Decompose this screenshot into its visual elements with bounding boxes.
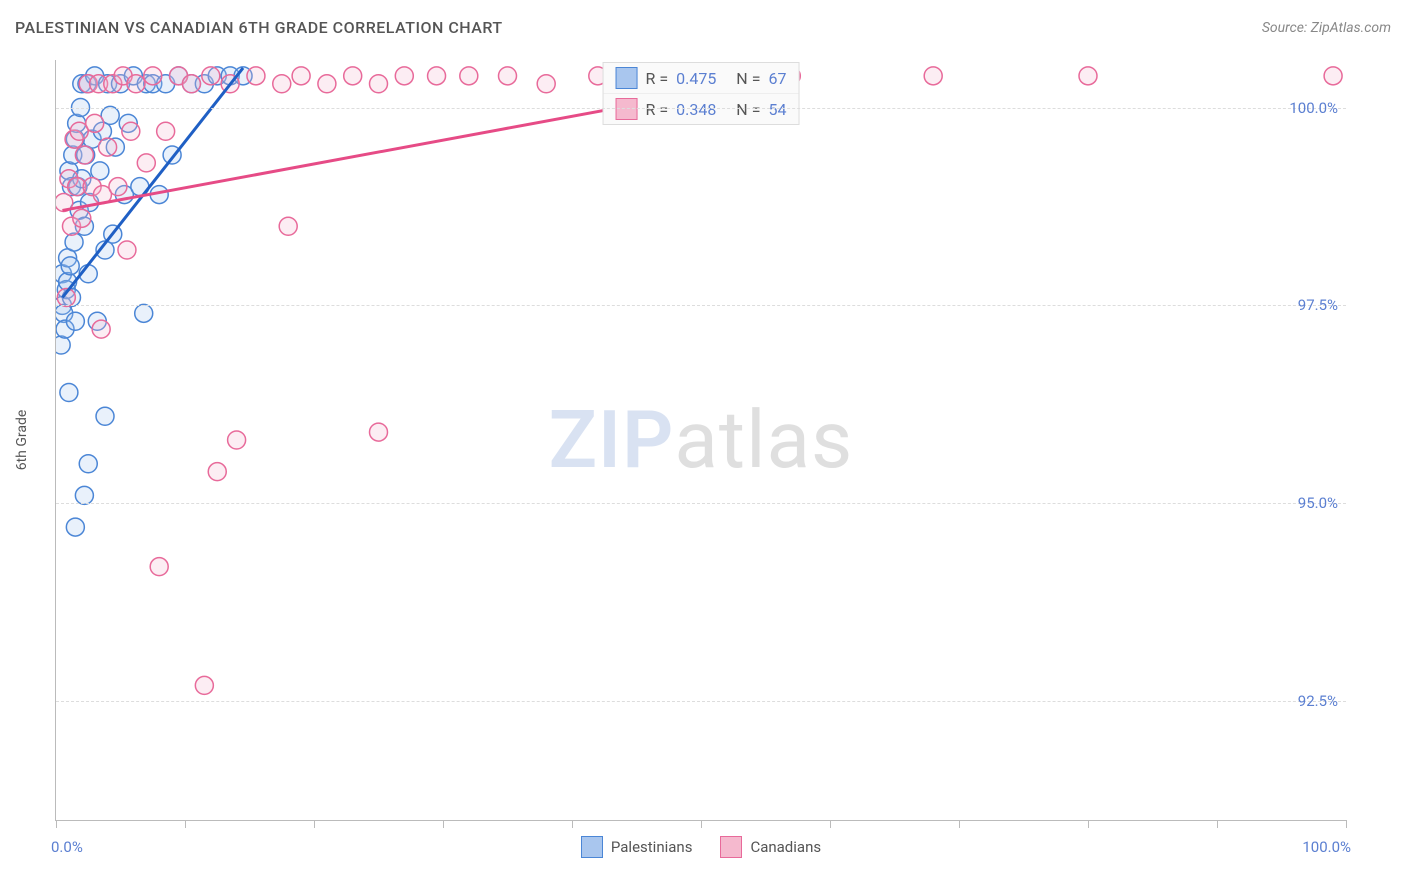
x-tick	[314, 820, 315, 828]
stats-row-palestinians: R = 0.475 N = 67	[604, 63, 799, 93]
scatter-point	[150, 558, 168, 576]
scatter-point	[157, 122, 175, 140]
grid-line	[56, 503, 1346, 504]
stats-box: R = 0.475 N = 67 R = 0.348 N = 54	[603, 62, 800, 125]
scatter-point	[135, 304, 153, 322]
scatter-point	[73, 209, 91, 227]
stats-N-value: 54	[768, 100, 786, 119]
scatter-svg	[56, 60, 1346, 820]
scatter-point	[195, 676, 213, 694]
scatter-point	[537, 75, 555, 93]
x-tick	[701, 820, 702, 828]
scatter-point	[228, 431, 246, 449]
scatter-point	[75, 146, 93, 164]
grid-line	[56, 305, 1346, 306]
legend-item-canadians: Canadians	[720, 836, 821, 858]
stats-row-canadians: R = 0.348 N = 54	[604, 93, 799, 124]
x-tick	[1088, 820, 1089, 828]
stats-R-value: 0.475	[676, 69, 716, 88]
y-tick-label: 100.0%	[1289, 99, 1338, 117]
scatter-point	[127, 75, 145, 93]
scatter-point	[499, 67, 517, 85]
swatch-icon	[720, 836, 742, 858]
scatter-point	[118, 241, 136, 259]
swatch-icon	[616, 98, 638, 120]
scatter-point	[86, 114, 104, 132]
scatter-point	[318, 75, 336, 93]
x-tick	[1346, 820, 1347, 828]
scatter-point	[370, 75, 388, 93]
scatter-point	[66, 518, 84, 536]
scatter-point	[247, 67, 265, 85]
scatter-point	[61, 257, 79, 275]
scatter-point	[1079, 67, 1097, 85]
swatch-icon	[616, 67, 638, 89]
scatter-point	[273, 75, 291, 93]
scatter-point	[208, 463, 226, 481]
x-tick	[959, 820, 960, 828]
scatter-point	[109, 178, 127, 196]
scatter-point	[122, 122, 140, 140]
scatter-point	[75, 486, 93, 504]
chart-container: PALESTINIAN VS CANADIAN 6TH GRADE CORREL…	[0, 0, 1406, 892]
x-tick	[830, 820, 831, 828]
scatter-point	[60, 384, 78, 402]
stats-N-label: N =	[736, 100, 760, 119]
scatter-point	[279, 217, 297, 235]
scatter-point	[1324, 67, 1342, 85]
stats-R-label: R =	[646, 69, 669, 88]
swatch-icon	[581, 836, 603, 858]
title-bar: PALESTINIAN VS CANADIAN 6TH GRADE CORREL…	[15, 18, 1391, 37]
legend-item-palestinians: Palestinians	[581, 836, 693, 858]
stats-R-label: R =	[646, 100, 669, 119]
stats-N-label: N =	[736, 69, 760, 88]
legend: Palestinians Canadians	[56, 836, 1346, 858]
scatter-point	[182, 75, 200, 93]
scatter-point	[395, 67, 413, 85]
source-caption: Source: ZipAtlas.com	[1262, 20, 1391, 36]
scatter-point	[96, 407, 114, 425]
chart-title: PALESTINIAN VS CANADIAN 6TH GRADE CORREL…	[15, 18, 503, 37]
legend-label: Canadians	[750, 838, 821, 856]
scatter-point	[460, 67, 478, 85]
scatter-point	[292, 67, 310, 85]
scatter-point	[99, 138, 117, 156]
scatter-point	[370, 423, 388, 441]
plot-area: ZIPatlas R = 0.475 N = 67 R = 0.348 N = …	[55, 60, 1346, 821]
scatter-point	[344, 67, 362, 85]
scatter-point	[137, 154, 155, 172]
legend-label: Palestinians	[611, 838, 693, 856]
stats-N-value: 67	[768, 69, 786, 88]
y-tick-label: 97.5%	[1298, 296, 1338, 314]
scatter-point	[79, 455, 97, 473]
x-tick	[185, 820, 186, 828]
x-tick	[56, 820, 57, 828]
stats-R-value: 0.348	[676, 100, 716, 119]
y-tick-label: 92.5%	[1298, 692, 1338, 710]
scatter-point	[428, 67, 446, 85]
x-tick	[572, 820, 573, 828]
y-tick-label: 95.0%	[1298, 494, 1338, 512]
grid-line	[56, 108, 1346, 109]
scatter-point	[92, 320, 110, 338]
scatter-point	[924, 67, 942, 85]
scatter-point	[65, 233, 83, 251]
x-tick	[443, 820, 444, 828]
x-tick	[1217, 820, 1218, 828]
scatter-point	[144, 67, 162, 85]
grid-line	[56, 701, 1346, 702]
scatter-point	[66, 312, 84, 330]
scatter-point	[202, 67, 220, 85]
y-axis-title: 6th Grade	[14, 410, 30, 471]
